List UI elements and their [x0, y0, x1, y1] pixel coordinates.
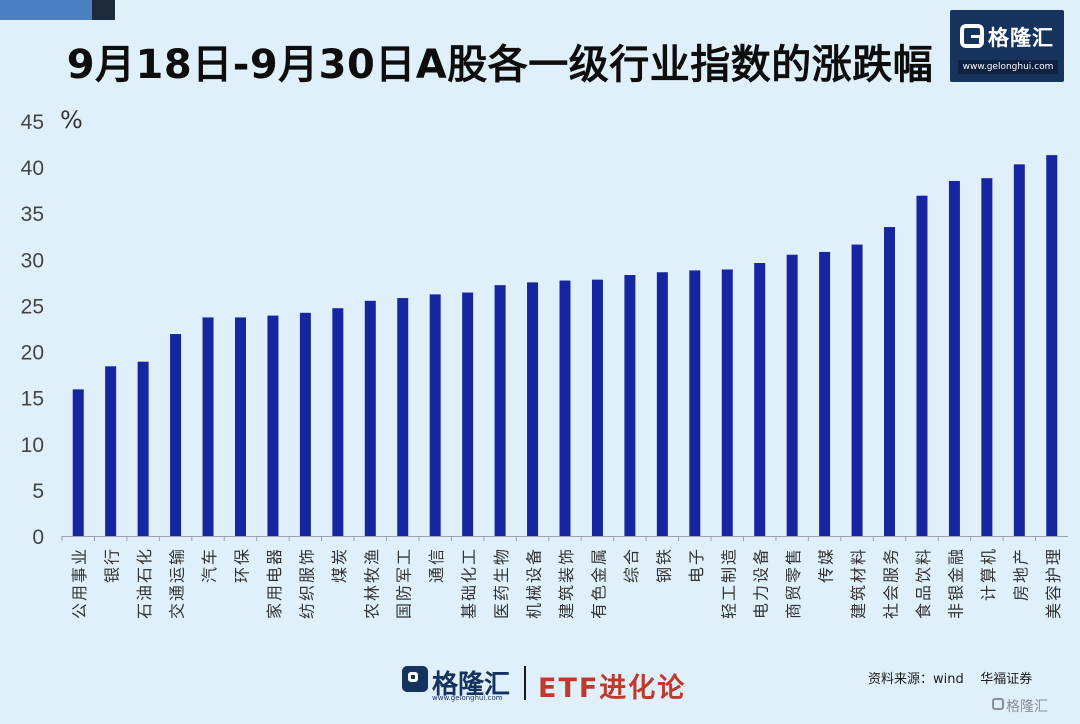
bar [397, 298, 409, 536]
logo-url: www.gelonghui.com [958, 60, 1058, 74]
bar [72, 389, 84, 536]
bar [429, 294, 441, 536]
bar [624, 275, 636, 536]
category-label: 建筑材料 [849, 547, 868, 619]
y-tick-label: 15 [21, 388, 44, 411]
bar [591, 279, 603, 536]
category-label: 商贸零售 [784, 547, 803, 619]
footer-etf-label: ETF进化论 [538, 673, 687, 704]
footer-logo-icon [402, 666, 428, 692]
category-label: 银行 [103, 547, 122, 583]
category-label: 煤炭 [330, 547, 349, 583]
category-label: 社会服务 [882, 547, 901, 619]
watermark-text: 格隆汇 [1006, 699, 1048, 715]
category-label: 轻工制造 [719, 547, 738, 619]
category-label: 环保 [232, 547, 251, 583]
category-label: 医药生物 [492, 547, 511, 619]
y-tick-label: 40 [21, 157, 44, 180]
footer-brand: 格隆汇 [432, 670, 511, 700]
category-label: 国防军工 [395, 547, 414, 619]
logo-text: 格隆汇 [988, 26, 1054, 50]
y-axis-unit: % [60, 106, 83, 134]
bar [981, 178, 993, 536]
category-label: 计算机 [979, 547, 998, 601]
bar [656, 272, 668, 536]
bar [202, 317, 214, 536]
y-tick-label: 30 [21, 249, 44, 272]
bar [364, 300, 376, 536]
category-label: 食品饮料 [914, 547, 933, 619]
bar [786, 254, 798, 536]
chart-title: 9月18日-9月30日A股各一级行业指数的涨跌幅 [66, 42, 934, 88]
bar [527, 282, 539, 536]
bar [884, 227, 896, 537]
bar [851, 244, 863, 537]
bar [267, 315, 279, 536]
category-label: 电力设备 [752, 547, 771, 619]
watermark-icon [992, 698, 1004, 710]
footer-brand-url: www.gelonghui.com [432, 694, 503, 702]
category-label: 电子 [687, 547, 706, 583]
y-tick-label: 10 [21, 434, 44, 457]
category-label: 汽车 [200, 547, 219, 583]
category-label: 基础化工 [460, 547, 479, 619]
footer-divider [524, 666, 526, 700]
gelonghui-g-icon [960, 24, 984, 48]
category-label: 建筑装饰 [557, 547, 576, 619]
top-decorative-block [92, 0, 115, 20]
y-tick-label: 45 [21, 111, 44, 134]
category-label: 综合 [622, 547, 641, 583]
bar [916, 195, 928, 536]
gelonghui-logo: 格隆汇 www.gelonghui.com [950, 10, 1064, 82]
category-label: 纺织服饰 [297, 547, 316, 619]
bar [332, 308, 344, 536]
category-label: 交通运输 [168, 547, 187, 619]
bar [948, 180, 960, 536]
category-label: 家用电器 [265, 547, 284, 619]
category-label: 传媒 [817, 547, 836, 583]
bar [1013, 164, 1025, 536]
source-note: 资料来源：wind 华福证券 [868, 672, 1033, 687]
bar [299, 312, 311, 536]
top-decorative-strip [0, 0, 115, 20]
y-tick-label: 5 [32, 480, 44, 503]
y-tick-label: 20 [21, 342, 44, 365]
bar [494, 285, 506, 536]
category-label: 钢铁 [654, 547, 673, 583]
category-label: 机械设备 [525, 547, 544, 619]
bar [754, 263, 766, 536]
bar [137, 361, 149, 536]
bar [559, 280, 571, 536]
y-tick-label: 25 [21, 295, 44, 318]
bar [462, 292, 474, 536]
category-label: 石油石化 [135, 547, 154, 619]
bar [105, 366, 117, 536]
category-label: 有色金属 [589, 547, 608, 619]
bar [234, 317, 246, 536]
category-label: 农林牧渔 [362, 547, 381, 619]
category-label: 美容护理 [1044, 547, 1063, 619]
category-label: 房地产 [1011, 547, 1030, 601]
bar [819, 251, 831, 536]
bar [721, 269, 733, 536]
category-label: 公用事业 [70, 547, 89, 619]
bar [170, 334, 182, 536]
bar [689, 270, 701, 536]
y-tick-label: 35 [21, 203, 44, 226]
category-label: 非银金融 [946, 547, 965, 619]
bar [1046, 155, 1058, 536]
category-label: 通信 [427, 547, 446, 583]
y-tick-label: 0 [32, 526, 44, 549]
